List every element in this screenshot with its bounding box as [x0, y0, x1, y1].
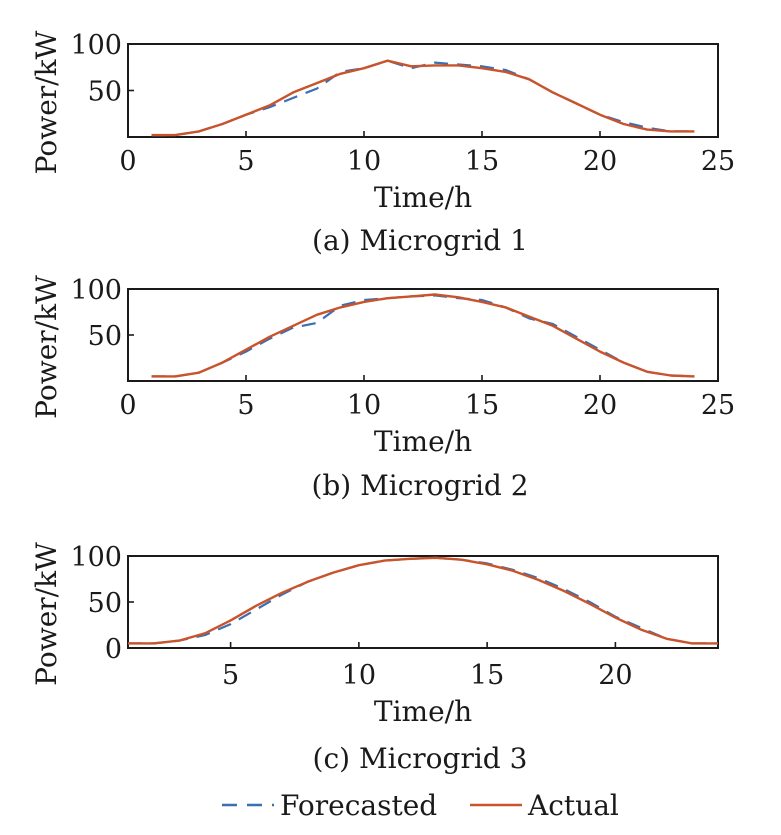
x-tick-label: 5 [222, 660, 239, 691]
x-tick-label: 25 [701, 146, 735, 177]
x-tick-label: 10 [347, 390, 381, 421]
x-axis-label: Time/h [374, 425, 472, 458]
x-tick-label: 0 [119, 146, 136, 177]
x-axis-label: Time/h [374, 181, 472, 214]
chart-2: 50 100 0 5 10 15 20 25 Time/h Power/kW (b) Microgr… [30, 275, 735, 502]
x-tick-label: 15 [470, 660, 504, 691]
subplot-caption: (c) Microgrid 3 [313, 742, 528, 775]
x-tick-label: 5 [237, 146, 254, 177]
x-tick-label: 5 [237, 390, 254, 421]
y-tick-label: 50 [88, 321, 122, 352]
series-line-forecasted [151, 59, 695, 137]
subplot-caption: (b) Microgrid 2 [311, 469, 528, 502]
x-tick-label: 0 [119, 390, 136, 421]
series-line-actual [128, 556, 718, 645]
legend-actual-label: Actual [527, 789, 619, 822]
plot-frame [127, 555, 719, 649]
x-tick-label: 20 [583, 390, 617, 421]
y-axis-label: Power/kW [30, 30, 63, 174]
subplot-caption: (a) Microgrid 1 [312, 224, 528, 257]
series-line-actual [151, 59, 695, 137]
x-axis-label: Time/h [374, 695, 472, 728]
series-line-forecasted [151, 294, 695, 378]
y-tick-label: 100 [70, 30, 122, 61]
y-tick-label: 50 [88, 588, 122, 619]
x-tick-label: 15 [465, 146, 499, 177]
chart-3: 0 50 100 5 10 15 20 Time/h Power/kW (c) Microgrid… [30, 542, 719, 775]
y-tick-label: 100 [70, 275, 122, 306]
x-tick-label: 20 [583, 146, 617, 177]
y-axis-label: Power/kW [30, 275, 63, 419]
x-tick-label: 25 [701, 390, 735, 421]
plot-frame [127, 288, 719, 382]
x-tick-label: 20 [598, 660, 632, 691]
y-tick-label: 100 [70, 542, 122, 573]
y-tick-label: 0 [105, 634, 122, 665]
legend-forecasted-label: Forecasted [280, 789, 437, 822]
series-line-actual [151, 293, 695, 378]
x-tick-label: 10 [342, 660, 376, 691]
x-tick-label: 15 [465, 390, 499, 421]
series-line-forecasted [128, 556, 718, 645]
legend: Forecasted Actual [222, 789, 619, 822]
chart-1: 50 100 0 5 10 15 20 25 Time/h Power/kW (a) Microgr… [30, 30, 735, 257]
y-axis-label: Power/kW [30, 542, 63, 686]
y-tick-label: 50 [88, 77, 122, 108]
x-tick-label: 10 [347, 146, 381, 177]
